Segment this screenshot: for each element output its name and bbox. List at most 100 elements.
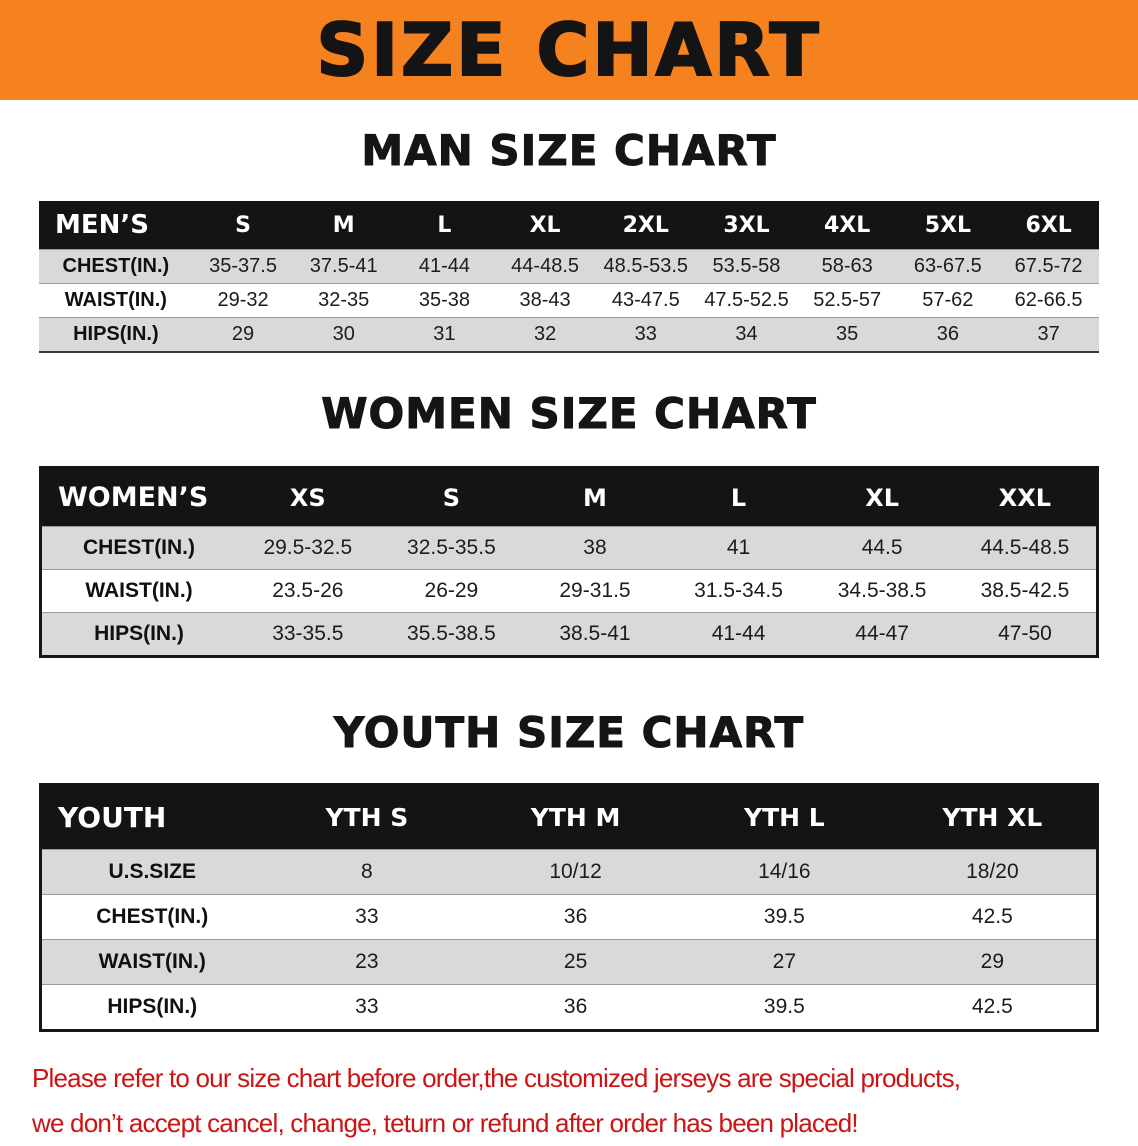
- size-value-cell: 42.5: [888, 984, 1098, 1031]
- size-value-cell: 34.5-38.5: [810, 569, 954, 613]
- table-row: WAIST(IN.) 23.5-26 26-29 29-31.5 31.5-34.5 34…: [40, 569, 1098, 613]
- men-section-heading: MAN SIZE CHART: [361, 126, 777, 176]
- size-value-cell: 44-48.5: [494, 249, 596, 284]
- size-value-cell: 33: [262, 984, 472, 1031]
- disclaimer-line-1: Please refer to our size chart before or…: [32, 1063, 961, 1093]
- size-value-cell: 41-44: [666, 612, 811, 657]
- row-label-cell: U.S.SIZE: [40, 849, 263, 895]
- size-value-cell: 30: [293, 317, 395, 352]
- size-value-cell: 39.5: [679, 894, 889, 940]
- disclaimer: Please refer to our size chart before or…: [0, 1056, 1138, 1146]
- size-value-cell: 29-32: [192, 283, 294, 318]
- size-value-cell: 33-35.5: [236, 612, 380, 657]
- size-value-cell: 29-31.5: [523, 569, 667, 613]
- men-section: MAN SIZE CHART MEN’S S M L XL 2XL 3XL 4XL 5XL 6XL…: [0, 126, 1138, 353]
- size-value-cell: 37: [998, 317, 1099, 352]
- size-header-cell: M: [583, 483, 607, 512]
- row-label-cell: CHEST(IN.): [39, 249, 193, 284]
- row-label-cell: CHEST(IN.): [40, 526, 237, 570]
- size-value-cell: 31.5-34.5: [666, 569, 811, 613]
- size-header-cell: 5XL: [924, 212, 971, 238]
- row-label-cell: HIPS(IN.): [40, 984, 263, 1031]
- men-size-table: MEN’S S M L XL 2XL 3XL 4XL 5XL 6XL CHEST(IN.) 35-37…: [39, 201, 1099, 353]
- size-header-cell: YTH XL: [942, 803, 1043, 832]
- table-title-cell: MEN’S: [55, 210, 149, 240]
- size-value-cell: 36: [471, 894, 680, 940]
- size-value-cell: 38-43: [494, 283, 596, 318]
- size-value-cell: 36: [471, 984, 680, 1031]
- youth-section-heading: YOUTH SIZE CHART: [333, 708, 805, 758]
- size-value-cell: 57-62: [897, 283, 999, 318]
- size-value-cell: 25: [471, 939, 680, 985]
- row-label-cell: CHEST(IN.): [40, 894, 263, 940]
- size-value-cell: 35-37.5: [192, 249, 294, 284]
- size-value-cell: 31: [394, 317, 495, 352]
- size-value-cell: 62-66.5: [998, 283, 1099, 318]
- size-header-cell: XS: [289, 483, 326, 512]
- youth-section: YOUTH SIZE CHART YOUTH YTH S YTH M YTH L YTH…: [0, 708, 1138, 1032]
- table-row: WAIST(IN.) 29-32 32-35 35-38 38-43 43-47.5 47.…: [39, 283, 1099, 318]
- row-label-cell: HIPS(IN.): [40, 612, 237, 657]
- size-value-cell: 38.5-42.5: [953, 569, 1098, 613]
- size-value-cell: 41: [666, 526, 811, 570]
- size-value-cell: 58-63: [796, 249, 898, 284]
- table-header-row: YOUTH YTH S YTH M YTH L YTH XL: [40, 784, 1098, 850]
- size-header-cell: 2XL: [622, 212, 669, 238]
- size-header-cell: 6XL: [1025, 212, 1072, 238]
- size-value-cell: 38.5-41: [523, 612, 667, 657]
- size-value-cell: 48.5-53.5: [595, 249, 697, 284]
- table-header-row: MEN’S S M L XL 2XL 3XL 4XL 5XL 6XL: [39, 201, 1099, 250]
- size-header-cell: XL: [529, 212, 561, 238]
- size-value-cell: 35: [796, 317, 898, 352]
- row-label-cell: HIPS(IN.): [39, 317, 193, 352]
- size-header-cell: L: [730, 483, 747, 512]
- table-row: WAIST(IN.) 23 25 27 29: [40, 939, 1098, 985]
- size-value-cell: 36: [897, 317, 999, 352]
- table-title-cell: YOUTH: [58, 801, 167, 834]
- size-header-cell: XXL: [998, 483, 1052, 512]
- size-value-cell: 44.5: [810, 526, 954, 570]
- size-header-cell: S: [442, 483, 461, 512]
- table-title-cell: WOMEN’S: [58, 482, 209, 513]
- size-value-cell: 43-47.5: [595, 283, 697, 318]
- size-value-cell: 38: [523, 526, 667, 570]
- size-value-cell: 47-50: [953, 612, 1098, 657]
- table-row: HIPS(IN.) 33 36 39.5 42.5: [40, 984, 1098, 1031]
- table-header-row: WOMEN’S XS S M L XL XXL: [40, 467, 1098, 527]
- size-value-cell: 47.5-52.5: [696, 283, 797, 318]
- size-value-cell: 33: [595, 317, 697, 352]
- size-value-cell: 67.5-72: [998, 249, 1099, 284]
- size-header-cell: YTH L: [743, 803, 825, 832]
- size-value-cell: 29: [888, 939, 1098, 985]
- size-value-cell: 10/12: [471, 849, 680, 895]
- size-value-cell: 8: [262, 849, 472, 895]
- women-section: WOMEN SIZE CHART WOMEN’S XS S M L XL XXL CHEST(…: [0, 389, 1138, 658]
- disclaimer-line-2: we don’t accept cancel, change, teturn o…: [32, 1108, 859, 1138]
- table-row: HIPS(IN.) 33-35.5 35.5-38.5 38.5-41 41-44 44-…: [40, 612, 1098, 657]
- youth-size-table: YOUTH YTH S YTH M YTH L YTH XL U.S.SIZE 8 10/12…: [39, 783, 1099, 1032]
- size-value-cell: 32: [494, 317, 596, 352]
- size-value-cell: 53.5-58: [696, 249, 797, 284]
- size-value-cell: 39.5: [679, 984, 889, 1031]
- row-label-cell: WAIST(IN.): [39, 283, 193, 318]
- women-size-table: WOMEN’S XS S M L XL XXL CHEST(IN.) 29.5-32.5 32.5…: [39, 466, 1099, 658]
- size-value-cell: 32-35: [293, 283, 395, 318]
- size-value-cell: 41-44: [394, 249, 495, 284]
- size-value-cell: 14/16: [679, 849, 889, 895]
- row-label-cell: WAIST(IN.): [40, 569, 237, 613]
- size-value-cell: 42.5: [888, 894, 1098, 940]
- size-header-cell: YTH S: [325, 803, 409, 832]
- table-row: CHEST(IN.) 35-37.5 37.5-41 41-44 44-48.5 48.5…: [39, 249, 1099, 284]
- size-header-cell: YTH M: [530, 803, 621, 832]
- table-row: CHEST(IN.) 33 36 39.5 42.5: [40, 894, 1098, 940]
- size-header-cell: 4XL: [824, 212, 871, 238]
- banner-title: SIZE CHART: [315, 8, 822, 92]
- size-value-cell: 29: [192, 317, 294, 352]
- size-value-cell: 35.5-38.5: [379, 612, 524, 657]
- size-value-cell: 44.5-48.5: [953, 526, 1098, 570]
- banner: SIZE CHART: [0, 0, 1138, 100]
- table-row: HIPS(IN.) 29 30 31 32 33 34 35 36 37: [39, 317, 1099, 352]
- size-header-cell: S: [235, 212, 251, 238]
- size-value-cell: 33: [262, 894, 472, 940]
